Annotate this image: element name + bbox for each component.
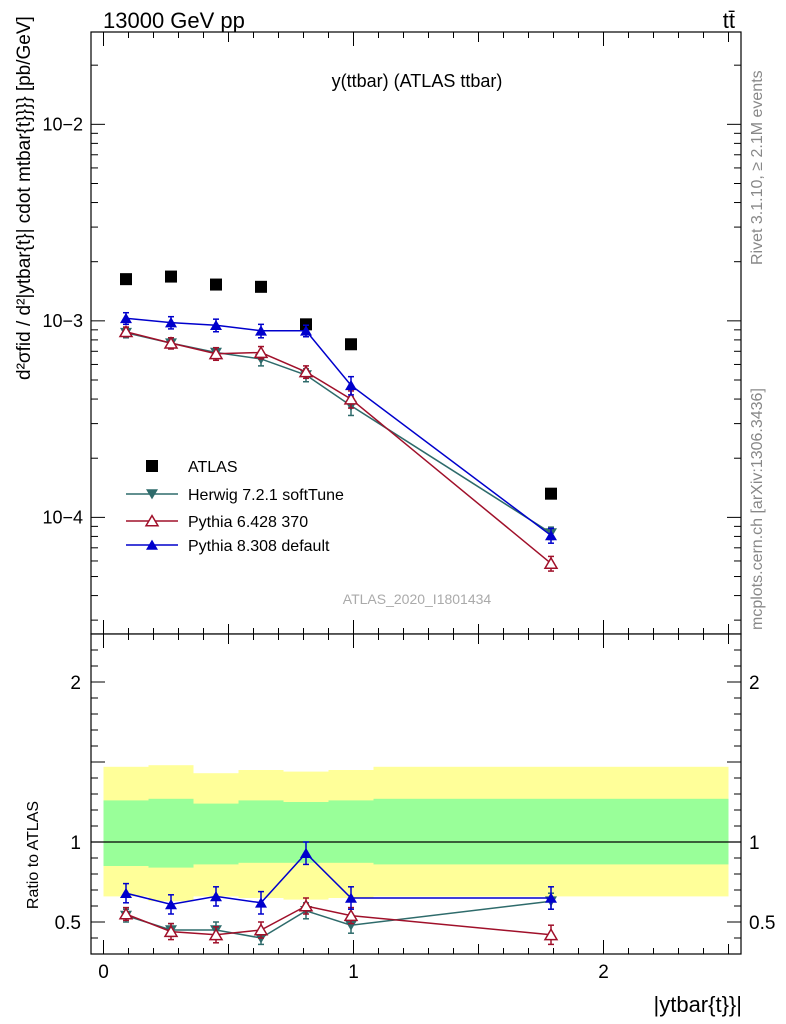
energy-label: 13000 GeV pp — [103, 8, 245, 33]
main-series-pythia8-point — [345, 379, 357, 391]
ratio-ylabel: Ratio to ATLAS — [25, 801, 42, 909]
legend-item-pythia8-label: Pythia 8.308 default — [188, 538, 330, 555]
ratio-series-pythia8-point — [345, 892, 357, 903]
ratio-xlabel: |ytbar{t}}| — [654, 992, 743, 1017]
legend-item-herwig-label: Herwig 7.2.1 softTune — [188, 487, 344, 504]
ratio-uncertainty-band-inner — [148, 798, 194, 868]
ratio-series-pythia8-point — [120, 887, 132, 898]
ratio-series-pythia6-point — [343, 908, 359, 922]
main-series-atlas-point — [120, 273, 132, 286]
ratio-x-tick-label: 1 — [348, 962, 359, 983]
main-series-atlas-point — [545, 487, 557, 500]
main-panel-axes: 10−4 10−3 10−2 — [42, 31, 742, 635]
main-series-pythia6-point — [163, 336, 179, 349]
main-y-tick-label: 10−3 — [42, 311, 83, 331]
legend-item-atlas-label: ATLAS — [188, 459, 238, 476]
main-series-pythia6-point — [343, 392, 359, 405]
ratio-y-tick-label-right: 1 — [749, 833, 760, 854]
main-series-pythia8-point — [165, 317, 177, 328]
ratio-series-pythia6-point — [543, 927, 559, 941]
process-label: tt̄ — [723, 8, 735, 33]
ratio-uncertainty-band-inner — [193, 803, 239, 865]
main-series-pythia6-point — [298, 364, 314, 378]
ratio-y-tick-label-left: 1 — [70, 833, 81, 854]
ratio-series-pythia6-point — [253, 923, 269, 936]
watermark: ATLAS_2020_I1801434 — [343, 591, 492, 607]
ratio-y-tick-label-left: 2 — [70, 673, 81, 694]
main-panel-background — [91, 32, 741, 634]
ratio-y-tick-label-right: 2 — [749, 673, 760, 694]
ratio-series-pythia8-point — [255, 897, 267, 908]
legend-item-atlas-marker — [146, 460, 158, 472]
ratio-series-pythia6-point — [208, 927, 224, 941]
main-series-atlas-point — [300, 318, 312, 331]
main-series-atlas-point — [165, 270, 177, 283]
main-series-atlas-point — [210, 278, 222, 291]
main-series-pythia8-point — [255, 325, 267, 336]
ratio-x-tick-label: 2 — [598, 962, 609, 983]
legend-item-pythia6-marker — [144, 514, 160, 527]
ratio-uncertainty-band-inner — [103, 800, 149, 866]
ratio-uncertainty-band-inner — [373, 798, 729, 865]
ratio-series-pythia8-point — [300, 847, 312, 858]
main-series-pythia6-point — [253, 345, 269, 359]
site-label: mcplots.cern.ch [arXiv:1306.3436] — [749, 388, 766, 630]
main-panel-data — [118, 270, 559, 572]
ratio-series-pythia6-point — [118, 907, 134, 920]
main-ylabel: d²σfid / d²|ytbar{t}| cdot mtbar{t}}}} [… — [14, 16, 35, 380]
rivet-label: Rivet 3.1.10, ≥ 2.1M events — [749, 70, 766, 265]
ratio-uncertainty-band-inner — [238, 800, 284, 863]
main-series-pythia6-point — [118, 324, 134, 338]
main-series-pythia8-point — [120, 312, 132, 324]
ratio-series-pythia6-point — [298, 899, 314, 912]
main-series-pythia8-point — [300, 325, 312, 336]
legend: ATLAS Herwig 7.2.1 softTune Pythia 6.428 3… — [126, 459, 344, 555]
ratio-y-tick-label-right: 0.5 — [749, 913, 775, 934]
ratio-series-pythia8-point — [210, 891, 222, 902]
main-series-pythia8-point — [210, 319, 222, 331]
ratio-panel-axes: 0.5 0.5 1 1 2 2 0 1 2 — [55, 633, 775, 983]
legend-item-herwig-marker — [146, 489, 158, 500]
ratio-x-tick-label: 0 — [98, 962, 109, 983]
ratio-uncertainty-band-inner — [328, 800, 374, 863]
ratio-y-tick-label-left: 0.5 — [55, 913, 81, 934]
main-series-pythia6-point — [543, 556, 559, 569]
ratio-series-pythia6-point — [163, 924, 179, 938]
main-series-atlas-point — [345, 338, 357, 351]
legend-item-pythia8-marker — [146, 539, 158, 550]
main-plot-area — [91, 32, 741, 634]
main-series-atlas-point — [255, 280, 267, 293]
ratio-panel-background — [91, 634, 741, 954]
main-title: y(ttbar) (ATLAS ttbar) — [332, 71, 503, 91]
main-series-pythia8-point — [545, 530, 557, 541]
main-series-pythia6-point — [208, 346, 224, 360]
ratio-series-pythia8-point — [545, 892, 557, 903]
ratio-panel-data — [118, 841, 559, 946]
legend-item-pythia6-label: Pythia 6.428 370 — [188, 514, 308, 531]
main-y-tick-label: 10−2 — [42, 114, 83, 134]
main-y-tick-label: 10−4 — [42, 507, 83, 527]
ratio-series-pythia8-point — [165, 899, 177, 910]
